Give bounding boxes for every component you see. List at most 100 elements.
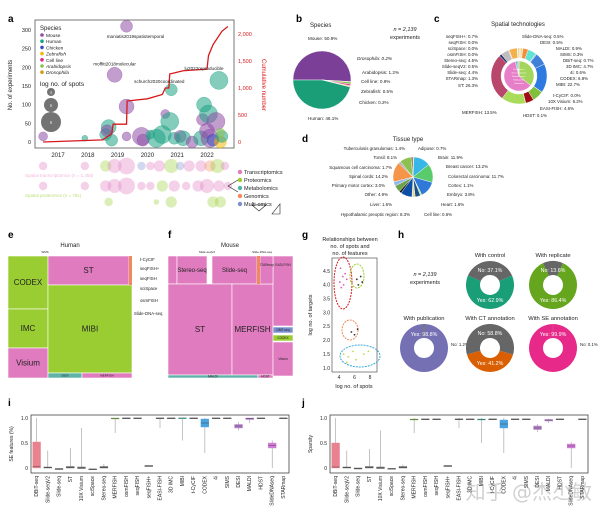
- bubble-mouse: [120, 20, 133, 33]
- x-tick-j: MALDI: [546, 476, 552, 491]
- scatter-point: [342, 353, 345, 356]
- y-tick-g: 2.0: [323, 338, 330, 344]
- strip-label: Spatial transcriptomics (n = 1,358): [25, 173, 94, 178]
- scatter-point: [353, 333, 356, 336]
- panel-label-c: c: [434, 14, 440, 25]
- pie-label-tissue: Spinal cords: 14.2%: [349, 174, 388, 179]
- bubble-human: [209, 71, 229, 90]
- inner-pie-label: Multi-omics: [513, 79, 525, 82]
- strip-bubble: [200, 179, 214, 193]
- strip-bubble: [210, 159, 225, 173]
- donut-label-technology: sciSpace: 0.0%: [448, 46, 478, 51]
- donut-slice-technology: [517, 47, 520, 59]
- donut-label-technology: MIBI: 22.7%: [556, 82, 580, 87]
- donut-yes-label: Yes: 62.9%: [477, 298, 504, 304]
- x-tick-j: SIMS: [524, 475, 530, 488]
- annotation-a: maniatis2019spatiotemporal: [107, 34, 164, 39]
- strip-bubble: [80, 161, 90, 171]
- scatter-point: [359, 275, 362, 278]
- strip-bubble: [38, 181, 48, 191]
- scatter-title-g: no. of features: [332, 251, 367, 257]
- treemap-cell: [211, 255, 258, 285]
- pie-label-tissue: Tuberculosis granulomas: 1.4%: [344, 146, 405, 151]
- panel-label-b: b: [296, 14, 303, 25]
- legend-swatch: [40, 64, 44, 68]
- y2-tick-a: 1,500: [238, 59, 252, 65]
- treemap-cell: [257, 374, 274, 379]
- y-tick-a: 200: [22, 65, 31, 71]
- y-tick-a: 100: [22, 103, 31, 109]
- bubble-human: [81, 135, 88, 142]
- y-tick-g: 3.5: [323, 297, 330, 303]
- treemap-cell: [7, 308, 49, 349]
- treemap-cell: [272, 341, 294, 377]
- pie-slice-tissue: [410, 156, 414, 178]
- strip-bubble: [104, 197, 113, 207]
- treemap-label: Slide-seq: [222, 268, 247, 274]
- strip-bubble: [183, 160, 195, 172]
- treemap-label: SIMS: [41, 250, 48, 254]
- donut-no-label: No: 13.6%: [541, 268, 566, 274]
- panel-label-d: d: [302, 134, 309, 145]
- pie-label-species: Chicken: 0.2%: [359, 100, 389, 105]
- donut-label-technology: EASI-FISH: 4.6%: [540, 106, 574, 111]
- x-tick-j: ST: [367, 476, 373, 482]
- x-tick-j: t-CyCIF: [490, 476, 496, 493]
- x-tick-j: EASI-FISH: [457, 476, 463, 501]
- y2-axis-label-a: Cumulative number: [260, 59, 266, 111]
- box-ST: [365, 466, 374, 469]
- donut-no-segment: [423, 324, 425, 339]
- ellipse-annotation: [339, 344, 381, 368]
- scatter-point: [362, 353, 365, 356]
- triangle-icon: [227, 179, 239, 193]
- omics-swatch: [237, 201, 243, 207]
- strip-bubble: [214, 196, 227, 208]
- donut-label-technology: Slide-seq: 4.4%: [447, 70, 478, 75]
- x-tick-i: Slide-seqV2: [45, 476, 51, 503]
- inner-pie-slice-omics: [518, 60, 535, 86]
- x-tick-j: Stereo-seq: [400, 476, 406, 501]
- cumulative-line: [43, 25, 229, 143]
- x-tick-j: seqFISH+: [445, 476, 451, 498]
- size-legend-title: log no. of spots: [40, 81, 85, 88]
- donut-yes-segment: [400, 324, 449, 372]
- x-tick-i: SIMS: [225, 475, 231, 488]
- pie-title-b: Species: [310, 23, 331, 29]
- box-ST: [66, 466, 75, 469]
- bubble-arabidopsis: [215, 128, 226, 138]
- treemap-label: MIBI: [82, 325, 98, 334]
- x-tick-i: Stereo-seq: [101, 476, 107, 501]
- omics-legend-label: Transcriptomics: [244, 170, 283, 176]
- treemap-cell: [259, 255, 274, 285]
- strip-bubble: [156, 180, 168, 192]
- treemap-label: MERFISH: [100, 374, 114, 378]
- scatter-point: [350, 331, 353, 333]
- box-Stereo-seq: [99, 466, 109, 469]
- pie-label-species: Arabidopsis: 1.2%: [362, 70, 399, 75]
- x-tick-i: DBiT-seq: [34, 476, 40, 497]
- y-tick-g: 1.0: [323, 366, 330, 372]
- treemap-label: MALDI: [208, 375, 218, 379]
- treemap-label: CODEX: [14, 278, 43, 287]
- box-Stereo-seq: [398, 466, 408, 469]
- pie-label-tissue: Cortex: 1.1%: [448, 183, 473, 188]
- legend-swatch: [40, 58, 44, 62]
- treemap-label: DESI: [61, 374, 68, 378]
- donut-yes-label: Yes: 98.8%: [411, 332, 438, 338]
- donut-label-technology: MERFISH: 13.5%: [462, 110, 497, 115]
- x-tick-i: 10X Visium: [79, 476, 85, 501]
- x-tick-a: 2020: [141, 153, 155, 159]
- y-axis-label-i: SE features (%): [9, 426, 15, 462]
- y-tick-a: 0: [28, 140, 31, 146]
- x-tick-j: STARmap: [580, 476, 586, 499]
- bubble-mouse: [121, 131, 132, 142]
- strip-bubble: [153, 160, 165, 172]
- scatter-point: [355, 358, 357, 361]
- treemap-label: DBiT-seq: [276, 328, 289, 332]
- treemap-label: CODEX: [277, 336, 289, 340]
- scatter-title-g: Relationships between: [322, 237, 377, 243]
- donut-title: With control: [475, 253, 506, 259]
- donut-yes-segment: [466, 350, 514, 373]
- size-legend-circle: [44, 98, 58, 112]
- y-axis-label-j: Sparsity: [308, 434, 314, 453]
